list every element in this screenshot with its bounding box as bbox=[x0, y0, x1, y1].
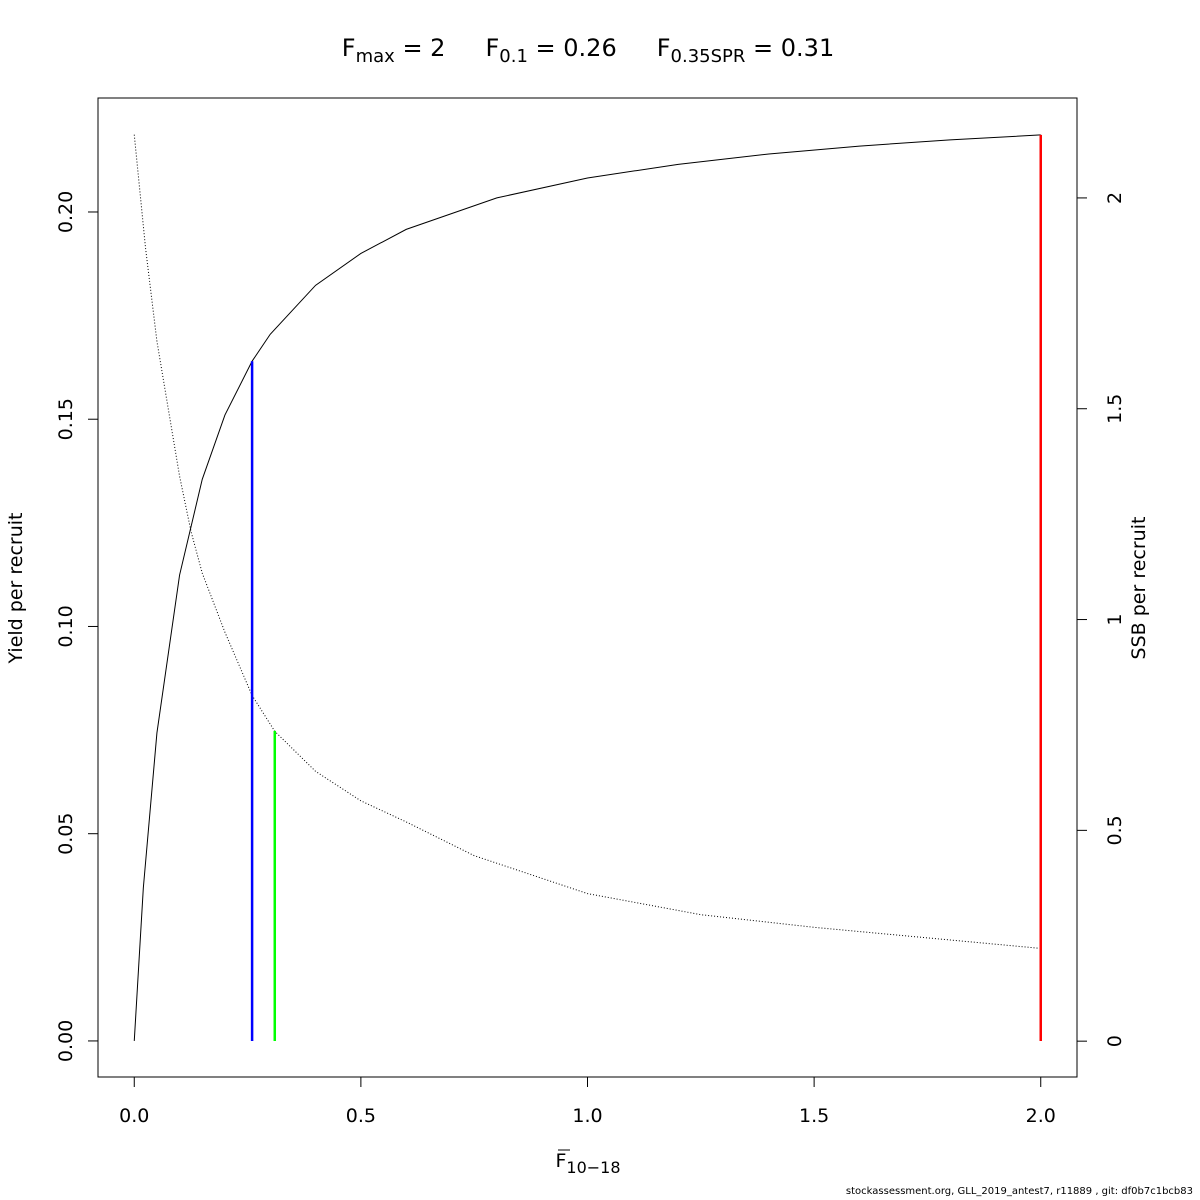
title-subscript: 0.1 bbox=[499, 46, 528, 67]
x-tick-label: 1.0 bbox=[572, 1105, 602, 1127]
y-tick-label: 0.10 bbox=[55, 605, 77, 647]
y2-axis-label: SSB per recruit bbox=[1128, 517, 1150, 660]
title-value: = 0.31 bbox=[745, 34, 834, 62]
y2-tick-label: 1 bbox=[1104, 613, 1126, 625]
x-label-symbol: F bbox=[555, 1150, 566, 1172]
y2-tick-label: 0.5 bbox=[1104, 815, 1126, 845]
title-subscript: max bbox=[356, 46, 396, 67]
x-axis-label: F10−18 bbox=[555, 1150, 620, 1177]
y-tick-label: 0.05 bbox=[55, 813, 77, 855]
series-line bbox=[133, 134, 1041, 1041]
title-value: = 0.26 bbox=[528, 34, 617, 62]
y-axis-label: Yield per recruit bbox=[5, 513, 27, 665]
x-tick-label: 0.5 bbox=[346, 1105, 376, 1127]
title-symbol: F bbox=[485, 34, 499, 62]
y2-tick-label: 2 bbox=[1104, 192, 1126, 204]
y-tick-label: 0.20 bbox=[55, 191, 77, 233]
x-tick-label: 1.5 bbox=[799, 1105, 829, 1127]
y2-tick-label: 0 bbox=[1104, 1035, 1126, 1047]
x-tick-label: 0.0 bbox=[119, 1105, 149, 1127]
title-subscript: 0.35SPR bbox=[671, 46, 746, 67]
y2-tick-label: 1.5 bbox=[1104, 394, 1126, 424]
title-value: = 2 bbox=[395, 34, 446, 62]
y-tick-label: 0.00 bbox=[55, 1020, 77, 1062]
chart-title: Fmax = 2 F0.1 = 0.26 F0.35SPR = 0.31 bbox=[342, 34, 834, 67]
x-tick-label: 2.0 bbox=[1026, 1105, 1056, 1127]
x-label-subscript: 10−18 bbox=[566, 1158, 620, 1177]
title-symbol: F bbox=[657, 34, 671, 62]
y-tick-label: 0.15 bbox=[55, 398, 77, 440]
footer-note: stockassessment.org, GLL_2019_antest7, r… bbox=[846, 1186, 1193, 1197]
title-symbol: F bbox=[342, 34, 356, 62]
